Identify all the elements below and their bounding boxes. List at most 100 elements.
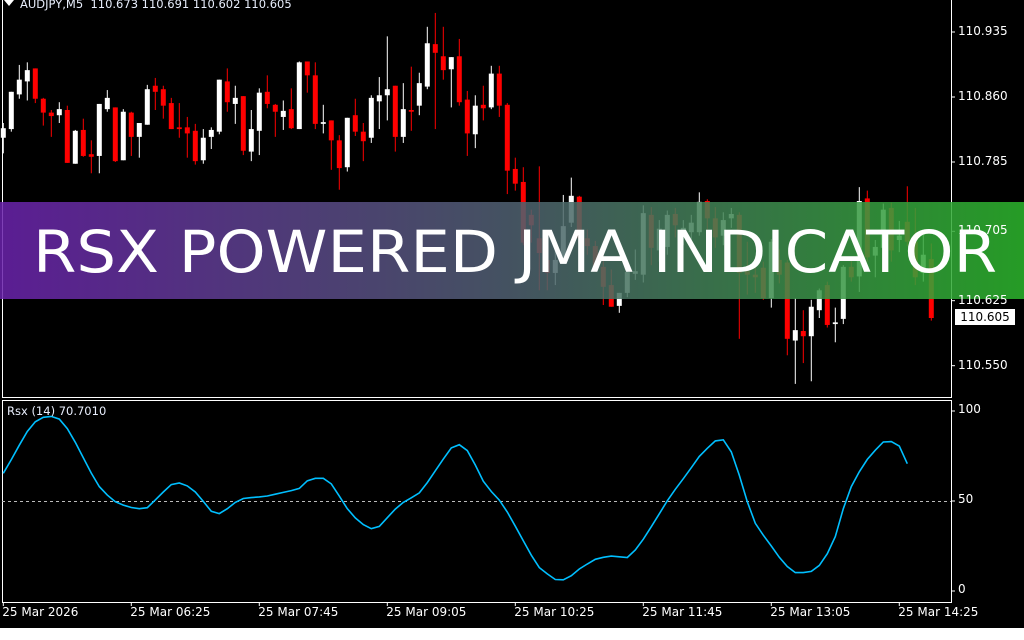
candle-body: [16, 79, 22, 95]
candle-body: [472, 105, 478, 135]
candle: [184, 116, 190, 158]
candle: [48, 110, 54, 137]
candle-body: [328, 120, 334, 141]
candle-body: [208, 129, 214, 137]
candle: [400, 83, 406, 143]
candle: [328, 120, 334, 170]
candle: [216, 79, 222, 135]
candle-body: [504, 104, 510, 171]
candle: [416, 72, 422, 116]
candle: [120, 109, 126, 161]
candle: [472, 95, 478, 149]
candle-body: [392, 85, 398, 137]
time-tick-label: 25 Mar 07:45: [258, 605, 339, 619]
price-tick-label: 110.935: [958, 24, 1008, 38]
candle-body: [240, 96, 246, 151]
candle-body: [304, 61, 310, 76]
rsx-tick-label: 50: [958, 492, 974, 506]
candle: [248, 110, 254, 162]
candle-body: [216, 79, 222, 132]
candle-body: [312, 75, 318, 124]
candle: [320, 104, 326, 134]
candle-body: [480, 104, 486, 109]
candle-body: [432, 44, 438, 53]
candle-body: [152, 85, 158, 92]
time-tick-label: 25 Mar 06:25: [130, 605, 211, 619]
candle-body: [56, 109, 62, 116]
candle-body: [104, 97, 110, 110]
candle-body: [288, 109, 294, 129]
indicator-label: Rsx (14) 70.7010: [7, 404, 107, 418]
candle-body: [192, 130, 198, 162]
candle-body: [376, 95, 382, 102]
candle-body: [72, 130, 78, 164]
rsx-line: [2, 415, 909, 581]
candle-body: [112, 107, 118, 162]
candle-body: [400, 109, 406, 137]
candle: [88, 140, 94, 174]
time-tick-label: 25 Mar 11:45: [642, 605, 723, 619]
candle-body: [256, 92, 262, 131]
candle: [408, 66, 414, 131]
banner-title: RSX POWERED JMA INDICATOR: [33, 218, 997, 286]
price-tick-label: 110.705: [958, 223, 1008, 238]
candle: [288, 88, 294, 130]
time-tick-label: 25 Mar 13:05: [770, 605, 851, 619]
candle: [464, 90, 470, 156]
candle-body: [24, 70, 30, 82]
price-tick-label: 110.860: [958, 89, 1008, 103]
candle: [512, 157, 518, 191]
candle: [448, 57, 454, 108]
dropdown-triangle-icon[interactable]: [4, 0, 14, 6]
candle-body: [168, 103, 174, 130]
current-price-tag: 110.605: [955, 309, 1015, 325]
candle: [800, 310, 806, 364]
candle: [56, 102, 62, 124]
candle-body: [616, 292, 622, 306]
candle: [200, 129, 206, 164]
candle: [392, 85, 398, 152]
candle: [16, 64, 22, 99]
candle: [80, 118, 86, 157]
candle: [376, 77, 382, 130]
candle-body: [808, 306, 814, 337]
candle: [272, 103, 278, 137]
candle: [176, 103, 182, 138]
rsx-tick-label: 0: [958, 582, 966, 596]
symbol-label: AUDJPY,M5: [20, 0, 84, 11]
candle: [296, 61, 302, 130]
candle: [480, 85, 486, 121]
candle-body: [456, 56, 462, 103]
candle: [256, 88, 262, 156]
time-tick-label: 25 Mar 14:25: [898, 605, 979, 619]
candle-body: [816, 290, 822, 311]
candle: [96, 103, 102, 174]
candle-body: [488, 73, 494, 108]
candle: [264, 75, 270, 109]
candle: [192, 123, 198, 165]
candle: [312, 62, 318, 130]
candle-body: [416, 83, 422, 106]
candle-body: [184, 127, 190, 134]
candle: [456, 38, 462, 106]
candle: [8, 91, 14, 132]
candle-body: [40, 98, 46, 113]
candle-body: [272, 104, 278, 112]
candle: [488, 65, 494, 110]
candle: [352, 98, 358, 137]
candle: [504, 103, 510, 195]
title-banner: RSX POWERED JMA INDICATOR: [0, 202, 1024, 299]
rsx-tick-label: 100: [958, 402, 981, 416]
candle: [424, 26, 430, 90]
chart-header: AUDJPY,M5 110.673 110.691 110.602 110.60…: [4, 0, 292, 11]
candle: [440, 26, 446, 80]
candle: [432, 12, 438, 130]
candle: [240, 96, 246, 156]
price-tick-label: 110.550: [958, 357, 1008, 372]
candle-body: [824, 285, 830, 325]
candle: [104, 90, 110, 112]
candle-body: [96, 103, 102, 156]
candle-body: [296, 62, 302, 130]
candle: [496, 65, 502, 117]
